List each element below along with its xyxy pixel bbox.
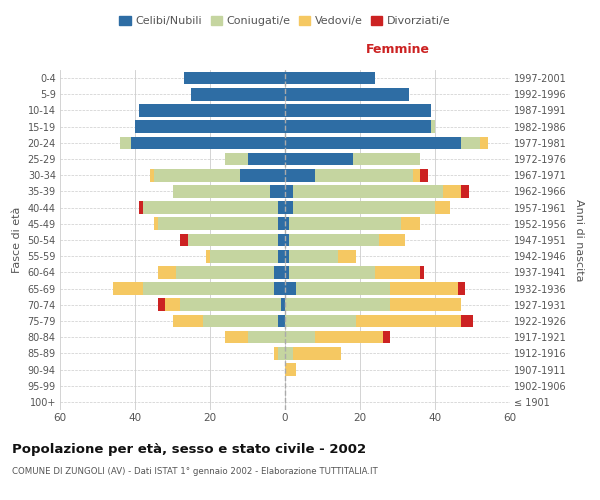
Bar xyxy=(139,104,285,117)
Bar xyxy=(420,169,427,181)
Bar xyxy=(277,218,285,230)
Bar xyxy=(289,266,375,278)
Bar xyxy=(143,282,274,295)
Bar xyxy=(203,314,277,328)
Bar xyxy=(285,314,356,328)
Bar xyxy=(157,218,277,230)
Bar xyxy=(173,314,203,328)
Bar xyxy=(143,202,277,214)
Bar xyxy=(401,218,420,230)
Bar xyxy=(277,250,285,262)
Bar xyxy=(285,266,289,278)
Bar xyxy=(443,185,461,198)
Bar xyxy=(285,234,289,246)
Bar xyxy=(289,234,379,246)
Bar xyxy=(458,282,465,295)
Bar xyxy=(289,250,337,262)
Bar xyxy=(285,136,461,149)
Legend: Celibi/Nubili, Coniugati/e, Vedovi/e, Divorziati/e: Celibi/Nubili, Coniugati/e, Vedovi/e, Di… xyxy=(115,11,455,30)
Bar xyxy=(240,169,285,181)
Y-axis label: Anni di nascita: Anni di nascita xyxy=(574,198,584,281)
Bar xyxy=(210,250,277,262)
Bar xyxy=(390,298,461,311)
Bar xyxy=(285,347,293,360)
Bar xyxy=(285,185,293,198)
Bar xyxy=(285,250,289,262)
Bar xyxy=(435,202,450,214)
Bar xyxy=(285,282,296,295)
Bar xyxy=(356,314,461,328)
Bar xyxy=(248,331,285,344)
Bar xyxy=(285,88,409,101)
Bar xyxy=(135,120,285,133)
Bar xyxy=(150,169,154,181)
Bar xyxy=(315,169,413,181)
Bar xyxy=(461,314,473,328)
Bar xyxy=(157,266,176,278)
Bar xyxy=(176,266,274,278)
Bar xyxy=(113,282,143,295)
Bar xyxy=(296,282,390,295)
Bar xyxy=(206,250,210,262)
Bar xyxy=(420,266,424,278)
Bar xyxy=(277,234,285,246)
Bar xyxy=(285,202,293,214)
Bar xyxy=(461,136,480,149)
Bar xyxy=(277,202,285,214)
Bar xyxy=(379,234,405,246)
Bar xyxy=(274,347,277,360)
Bar xyxy=(187,234,277,246)
Bar xyxy=(353,152,420,166)
Bar xyxy=(277,347,285,360)
Bar xyxy=(281,298,285,311)
Bar xyxy=(225,152,248,166)
Bar xyxy=(285,169,315,181)
Text: Femmine: Femmine xyxy=(365,44,430,57)
Bar xyxy=(285,298,390,311)
Bar xyxy=(375,266,420,278)
Bar xyxy=(383,331,390,344)
Bar xyxy=(180,234,187,246)
Text: COMUNE DI ZUNGOLI (AV) - Dati ISTAT 1° gennaio 2002 - Elaborazione TUTTITALIA.IT: COMUNE DI ZUNGOLI (AV) - Dati ISTAT 1° g… xyxy=(12,468,378,476)
Text: Popolazione per età, sesso e stato civile - 2002: Popolazione per età, sesso e stato civil… xyxy=(12,442,366,456)
Bar xyxy=(289,218,401,230)
Bar xyxy=(285,363,296,376)
Bar xyxy=(157,298,165,311)
Bar xyxy=(293,347,341,360)
Bar xyxy=(173,185,270,198)
Bar xyxy=(431,120,435,133)
Bar xyxy=(225,331,248,344)
Bar xyxy=(165,298,180,311)
Bar xyxy=(285,152,353,166)
Bar xyxy=(131,136,285,149)
Bar xyxy=(413,169,420,181)
Bar xyxy=(191,88,285,101)
Y-axis label: Fasce di età: Fasce di età xyxy=(12,207,22,273)
Bar xyxy=(293,185,443,198)
Bar xyxy=(248,152,285,166)
Bar xyxy=(285,104,431,117)
Bar xyxy=(390,282,458,295)
Bar xyxy=(285,72,375,85)
Bar xyxy=(154,169,240,181)
Bar xyxy=(180,298,281,311)
Bar xyxy=(285,331,315,344)
Bar xyxy=(274,266,285,278)
Bar xyxy=(293,202,435,214)
Bar xyxy=(139,202,143,214)
Bar xyxy=(480,136,487,149)
Bar xyxy=(337,250,356,262)
Bar xyxy=(120,136,131,149)
Bar xyxy=(154,218,157,230)
Bar xyxy=(315,331,383,344)
Bar xyxy=(184,72,285,85)
Bar xyxy=(461,185,469,198)
Bar xyxy=(274,282,285,295)
Bar xyxy=(285,120,431,133)
Bar xyxy=(285,218,289,230)
Bar xyxy=(277,314,285,328)
Bar xyxy=(270,185,285,198)
